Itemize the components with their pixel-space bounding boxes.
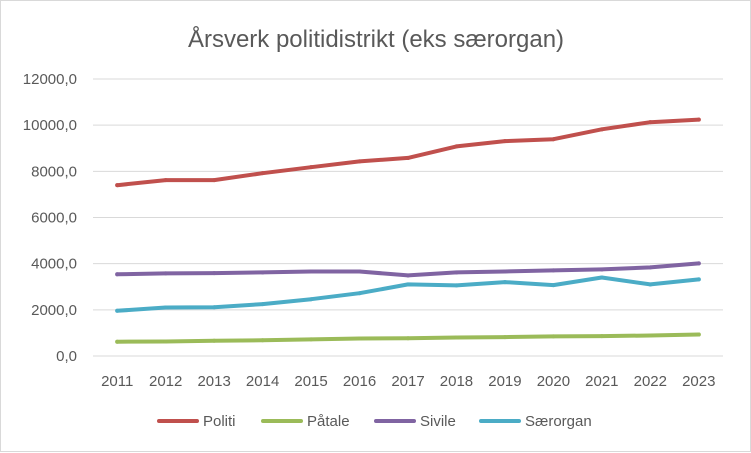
data-point bbox=[502, 139, 507, 144]
data-point bbox=[163, 271, 168, 276]
data-point bbox=[406, 336, 410, 341]
legend-label: Sivile bbox=[420, 413, 456, 430]
legend-label: Påtale bbox=[307, 413, 350, 430]
data-point bbox=[115, 339, 120, 344]
data-point bbox=[212, 305, 217, 310]
x-tick-label: 2023 bbox=[682, 373, 715, 390]
chart-title: Årsverk politidistrikt (eks særorgan) bbox=[188, 25, 564, 53]
data-point bbox=[115, 308, 120, 313]
x-tick-label: 2012 bbox=[149, 373, 182, 390]
x-tick-label: 2013 bbox=[197, 373, 230, 390]
data-point bbox=[696, 332, 701, 337]
y-tick-label: 6000,0 bbox=[31, 210, 77, 227]
data-point bbox=[454, 144, 459, 149]
data-point bbox=[260, 302, 265, 307]
data-point bbox=[212, 338, 217, 343]
x-tick-label: 2021 bbox=[585, 373, 618, 390]
x-tick-label: 2017 bbox=[391, 373, 424, 390]
data-point bbox=[357, 291, 362, 296]
data-point bbox=[309, 337, 314, 342]
data-point bbox=[599, 275, 604, 280]
data-point bbox=[648, 282, 653, 287]
legend-label: Særorgan bbox=[525, 413, 592, 430]
data-point bbox=[406, 282, 410, 287]
data-point bbox=[115, 272, 120, 277]
data-point bbox=[599, 127, 604, 132]
data-point bbox=[309, 297, 314, 302]
legend-label: Politi bbox=[203, 413, 236, 430]
data-point bbox=[406, 155, 410, 160]
x-tick-label: 2014 bbox=[246, 373, 279, 390]
data-point bbox=[309, 269, 314, 274]
y-tick-label: 0,0 bbox=[56, 348, 77, 365]
data-point bbox=[551, 137, 556, 142]
data-point bbox=[357, 336, 362, 341]
data-point bbox=[260, 171, 265, 176]
data-point bbox=[115, 183, 120, 188]
data-point bbox=[406, 273, 410, 278]
data-point bbox=[163, 305, 168, 310]
x-tick-label: 2015 bbox=[294, 373, 327, 390]
y-axis-ticks: 0,0 2000,0 4000,0 6000,0 8000,0 10000,0 12000,… bbox=[23, 71, 77, 365]
data-point bbox=[357, 159, 362, 164]
data-point bbox=[648, 120, 653, 125]
gridlines bbox=[93, 78, 723, 357]
legend: Politi Påtale Sivile Særorgan bbox=[157, 413, 592, 430]
x-tick-label: 2022 bbox=[634, 373, 667, 390]
data-point bbox=[648, 265, 653, 270]
data-point bbox=[599, 334, 604, 339]
data-point bbox=[163, 339, 168, 344]
data-point bbox=[309, 165, 314, 170]
data-point bbox=[551, 283, 556, 288]
data-point bbox=[502, 335, 507, 340]
data-point bbox=[551, 334, 556, 339]
data-point bbox=[696, 277, 701, 282]
data-point bbox=[212, 178, 217, 183]
y-tick-label: 12000,0 bbox=[23, 71, 77, 88]
y-tick-label: 4000,0 bbox=[31, 256, 77, 273]
series-line-politi bbox=[115, 117, 701, 188]
x-tick-label: 2016 bbox=[343, 373, 376, 390]
data-point bbox=[357, 269, 362, 274]
y-tick-label: 2000,0 bbox=[31, 302, 77, 319]
data-point bbox=[260, 270, 265, 275]
y-tick-label: 8000,0 bbox=[31, 163, 77, 180]
data-point bbox=[163, 178, 168, 183]
data-point bbox=[454, 283, 459, 288]
data-point bbox=[599, 267, 604, 272]
series-lines bbox=[115, 117, 701, 344]
data-point bbox=[260, 338, 265, 343]
data-point bbox=[648, 333, 653, 338]
data-point bbox=[696, 261, 701, 266]
x-axis-ticks: 2011 2012 2013 2014 2015 2016 2017 2018 2019 2020… bbox=[101, 373, 715, 390]
x-tick-label: 2019 bbox=[488, 373, 521, 390]
data-point bbox=[454, 270, 459, 275]
x-tick-label: 2011 bbox=[101, 373, 133, 390]
data-point bbox=[696, 117, 701, 122]
data-point bbox=[212, 271, 217, 276]
data-point bbox=[502, 280, 507, 285]
y-tick-label: 10000,0 bbox=[23, 117, 77, 134]
data-point bbox=[502, 269, 507, 274]
data-point bbox=[454, 335, 459, 340]
x-tick-label: 2020 bbox=[537, 373, 570, 390]
data-point bbox=[551, 268, 556, 273]
x-tick-label: 2018 bbox=[440, 373, 473, 390]
